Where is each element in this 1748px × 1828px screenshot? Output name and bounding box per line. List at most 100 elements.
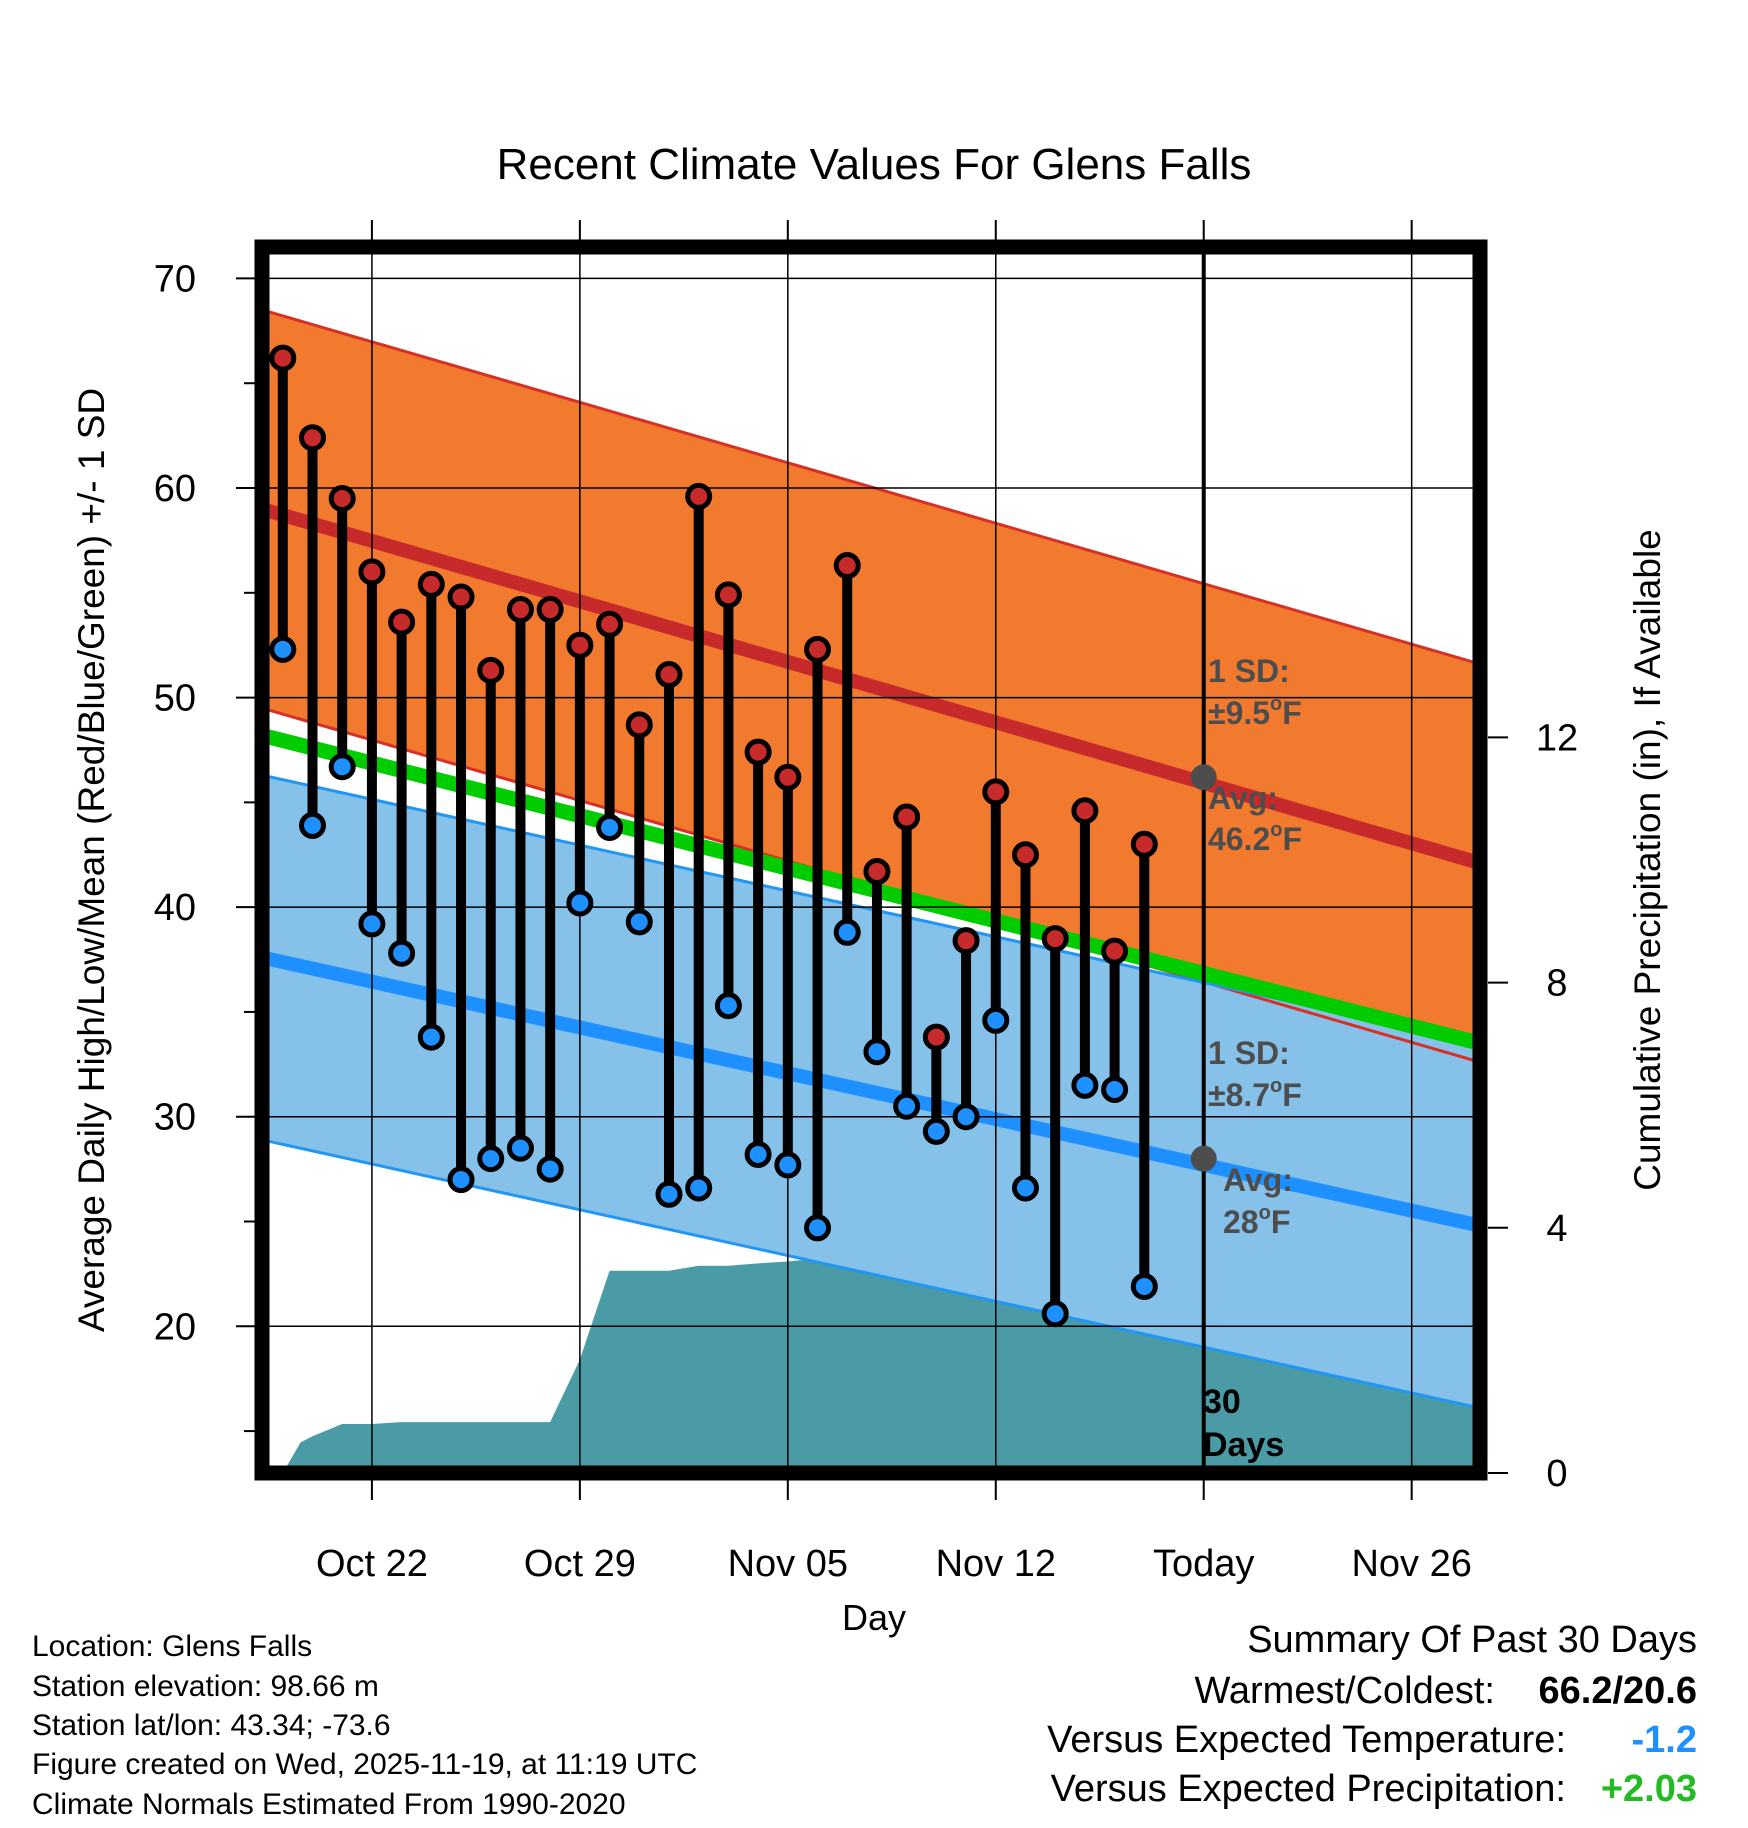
high-sd-value: ±9.5oF [1208,693,1302,731]
dots-layer [269,344,1158,1328]
low-point [714,992,742,1020]
high-avg-value: 46.2oF [1208,819,1302,857]
info-normals: Climate Normals Estimated From 1990-2020 [32,1788,626,1821]
low-point [447,1166,475,1194]
chart-title: Recent Climate Values For Glens Falls [497,140,1252,189]
low-avg-value: 28oF [1223,1202,1290,1240]
low-point [982,1006,1010,1034]
high-point [833,552,861,580]
today-layer [1190,250,1217,1473]
high-point [774,763,802,791]
low-point [1041,1300,1069,1328]
low-point [655,1180,683,1208]
high-point [625,711,653,739]
high-point [566,631,594,659]
low-point [506,1134,534,1162]
high-point [328,484,356,512]
high-point [1130,830,1158,858]
high-sd-label: 1 SD: [1208,653,1290,689]
low-point [1011,1174,1039,1202]
low-point [804,1214,832,1242]
y2-axis-label: Cumulative Precipitation (in), If Availa… [1627,529,1668,1191]
x-tick-label: Nov 12 [936,1543,1056,1585]
days-word: Days [1203,1426,1284,1464]
high-point [358,558,386,586]
high-point [417,570,445,598]
x-tick-label: Nov 26 [1351,1543,1471,1585]
y-tick-label: 20 [154,1306,196,1348]
summary-temp-label: Versus Expected Temperature: [1047,1719,1566,1761]
summary-warmest-label: Warmest/Coldest: [1194,1670,1495,1712]
low-sd-value: ±8.7oF [1208,1075,1302,1113]
high-point [1101,937,1129,965]
low-point [744,1140,772,1168]
high-point [596,610,624,638]
high-point [299,424,327,452]
low-point [952,1103,980,1131]
info-location: Location: Glens Falls [32,1630,312,1663]
plot-frame [254,239,1488,1481]
low-sd-label: 1 SD: [1208,1035,1290,1071]
low-point [536,1155,564,1183]
info-latlon: Station lat/lon: 43.34; -73.6 [32,1709,391,1742]
plot-area [262,247,1480,1473]
low-point [269,635,297,663]
low-avg-marker [1190,1145,1217,1172]
y-tick-label: 30 [154,1097,196,1139]
info-created: Figure created on Wed, 2025-11-19, at 11… [32,1748,697,1781]
high-point [655,661,683,689]
normal-high-line [262,502,1480,870]
high-point [922,1023,950,1051]
high-point [714,581,742,609]
low-point [863,1038,891,1066]
y-tick-label: 40 [154,887,196,929]
y-tick-label: 60 [154,468,196,510]
low-point [625,908,653,936]
low-point [1101,1075,1129,1103]
low-point [774,1151,802,1179]
days-number: 30 [1203,1383,1241,1421]
high-point [536,596,564,624]
high-band-upper-edge [262,308,1480,666]
high-point [447,583,475,611]
low-point [477,1145,505,1173]
high-point [685,482,713,510]
high-point [804,635,832,663]
summary-precip-label: Versus Expected Precipitation: [1051,1768,1566,1810]
info-elevation: Station elevation: 98.66 m [32,1670,379,1703]
high-point [1011,841,1039,869]
x-axis-label: Day [842,1597,906,1638]
y-tick-label: 50 [154,678,196,720]
summary-warmest-value: 66.2/20.6 [1539,1670,1697,1712]
low-point [596,814,624,842]
high-point [269,344,297,372]
low-point [685,1174,713,1202]
high-point [982,778,1010,806]
y-axis-label: Average Daily High/Low/Mean (Red/Blue/Gr… [71,388,112,1332]
low-point [299,811,327,839]
low-point [328,753,356,781]
low-point [922,1117,950,1145]
high-point [893,803,921,831]
x-tick-label: Nov 05 [728,1543,848,1585]
y2-tick-label: 8 [1546,963,1567,1005]
x-tick-label: Today [1153,1543,1254,1585]
high-avg-label: Avg: [1208,780,1278,816]
low-point [388,939,416,967]
high-point [388,608,416,636]
low-point [417,1023,445,1051]
low-point [1071,1071,1099,1099]
y2-tick-label: 12 [1536,717,1578,759]
low-avg-label: Avg: [1223,1162,1293,1198]
high-point [863,858,891,886]
x-tick-label: Oct 29 [524,1543,636,1585]
stems-layer [277,358,1150,1314]
low-point [833,918,861,946]
low-point [893,1092,921,1120]
high-point [477,656,505,684]
low-point [358,910,386,938]
y2-tick-label: 4 [1546,1208,1567,1250]
bands-layer [262,308,1480,1410]
